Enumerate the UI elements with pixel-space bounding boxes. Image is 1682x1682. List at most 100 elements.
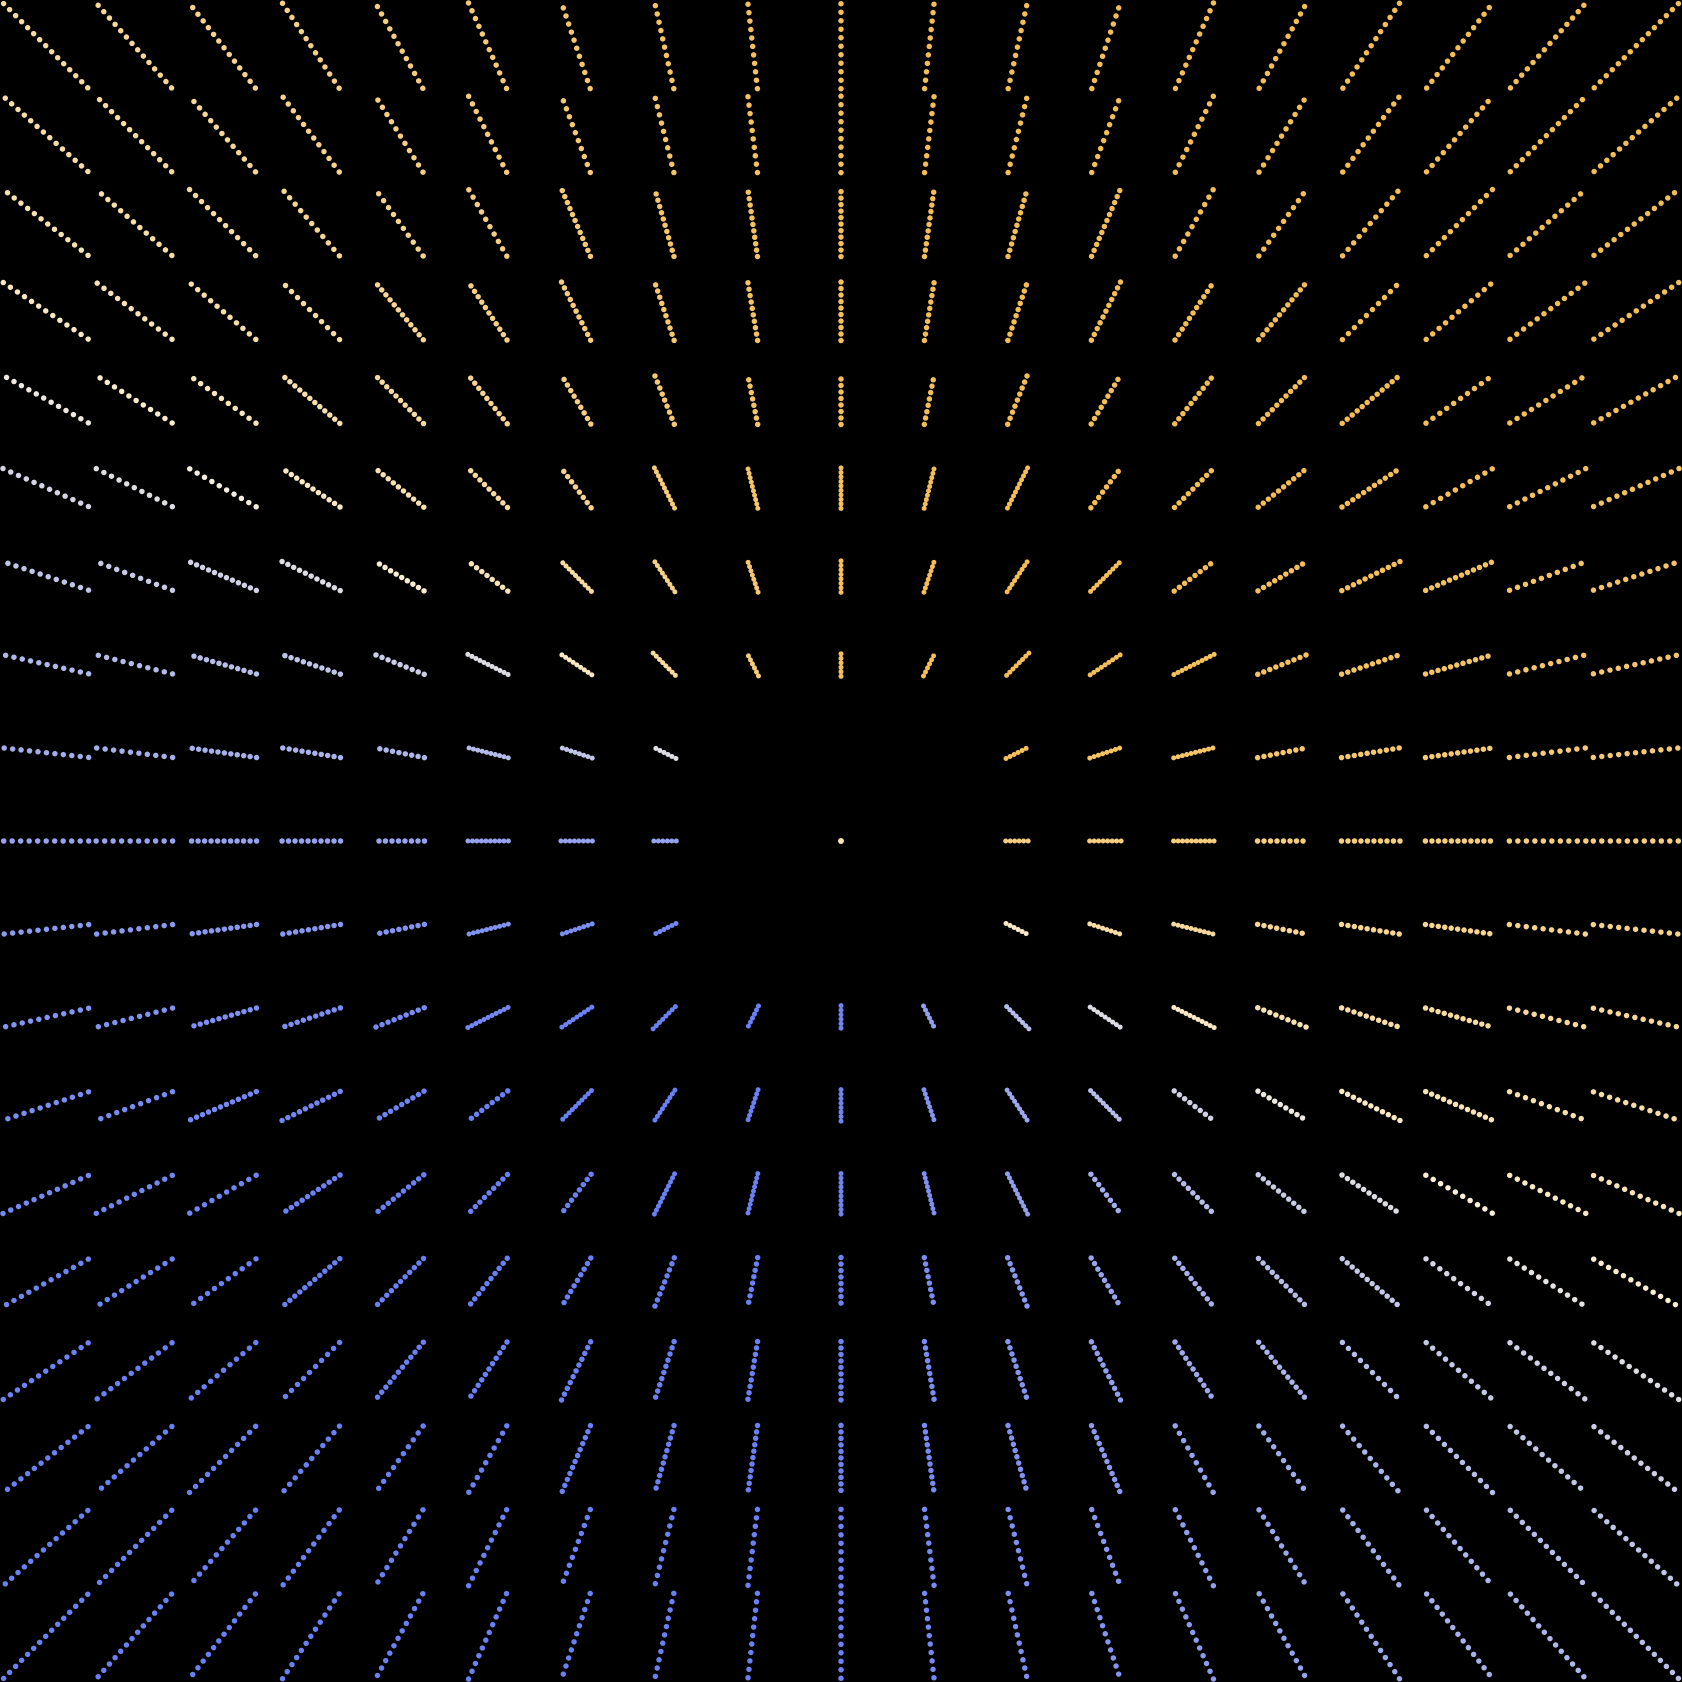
dotted-ray-segment bbox=[1590, 1089, 1682, 1124]
dotted-ray-segment bbox=[370, 921, 428, 938]
dotted-ray-segment bbox=[278, 1172, 343, 1217]
dotted-ray-segment bbox=[370, 651, 428, 678]
dotted-ray-segment bbox=[278, 371, 343, 427]
dotted-ray-segment bbox=[744, 1338, 761, 1405]
dotted-ray-segment bbox=[921, 1003, 938, 1033]
dotted-ray-segment bbox=[1005, 1506, 1031, 1590]
dotted-ray-segment bbox=[93, 93, 175, 175]
dotted-ray-segment bbox=[921, 1254, 938, 1312]
dotted-ray-segment bbox=[92, 279, 175, 342]
dotted-ray-segment bbox=[921, 1338, 938, 1405]
dotted-ray-segment bbox=[1339, 1423, 1403, 1497]
dotted-ray-segment bbox=[744, 92, 761, 176]
dotted-ray-segment bbox=[1507, 0, 1589, 91]
dotted-ray-segment bbox=[744, 185, 761, 260]
dotted-ray-segment bbox=[92, 651, 176, 677]
dotted-ray-segment bbox=[92, 1340, 175, 1403]
dotted-ray-segment bbox=[651, 1254, 678, 1312]
dotted-ray-segment bbox=[1423, 1591, 1496, 1682]
dotted-ray-segment bbox=[1339, 1088, 1404, 1124]
dotted-ray-segment bbox=[1339, 278, 1404, 343]
dotted-ray-segment bbox=[185, 1088, 260, 1124]
dotted-ray-segment bbox=[651, 1087, 678, 1125]
dotted-ray-segment bbox=[0, 651, 92, 677]
dotted-ray-segment bbox=[1171, 1004, 1218, 1031]
dotted-ray-segment bbox=[1172, 1590, 1217, 1682]
dotted-ray-segment bbox=[651, 557, 678, 595]
dotted-ray-segment bbox=[464, 371, 510, 427]
dotted-ray-segment bbox=[651, 1506, 677, 1590]
dotted-ray-segment bbox=[744, 1003, 761, 1033]
dotted-ray-segment bbox=[1087, 1004, 1125, 1031]
dotted-ray-segment bbox=[1254, 744, 1312, 761]
dotted-ray-segment bbox=[1088, 92, 1124, 176]
dotted-ray-segment bbox=[0, 1423, 91, 1496]
dotted-ray-segment bbox=[1171, 464, 1218, 511]
dotted-ray-segment bbox=[744, 1087, 761, 1126]
dotted-ray-segment bbox=[277, 744, 344, 761]
dotted-ray-segment bbox=[1590, 651, 1682, 677]
dotted-ray-segment bbox=[1088, 185, 1124, 260]
dotted-ray-segment bbox=[1172, 278, 1217, 343]
dotted-ray-segment bbox=[1256, 185, 1310, 259]
dotted-ray-segment bbox=[1004, 1171, 1031, 1218]
dotted-ray-segment bbox=[1507, 1591, 1589, 1682]
dotted-ray-segment bbox=[1423, 1172, 1497, 1217]
dotted-ray-segment bbox=[0, 1005, 92, 1031]
dotted-ray-segment bbox=[744, 370, 761, 428]
dotted-ray-segment bbox=[651, 1590, 677, 1682]
dotted-ray-segment bbox=[744, 1254, 761, 1312]
dotted-ray-segment bbox=[1172, 1255, 1218, 1311]
dotted-ray-segment bbox=[1005, 278, 1031, 344]
dotted-ray-segment bbox=[278, 278, 343, 343]
dotted-ray-segment bbox=[651, 1338, 677, 1404]
dotted-ray-segment bbox=[186, 1423, 259, 1496]
dotted-ray-segment bbox=[651, 92, 677, 176]
dotted-ray-segment bbox=[1254, 921, 1312, 938]
dotted-ray-segment bbox=[464, 1255, 510, 1311]
dotted-ray-segment bbox=[1422, 651, 1497, 677]
dotted-ray-segment bbox=[1256, 1507, 1310, 1590]
dotted-ray-segment bbox=[921, 370, 938, 428]
dotted-ray-segment bbox=[92, 1005, 176, 1031]
dotted-ray-segment bbox=[1088, 1255, 1124, 1311]
dotted-ray-segment bbox=[558, 92, 594, 176]
dotted-ray-segment bbox=[1340, 92, 1403, 175]
dotted-ray-segment bbox=[92, 744, 176, 761]
dotted-ray-segment bbox=[557, 464, 594, 511]
dotted-ray-segment bbox=[0, 921, 92, 937]
dotted-ray-segment bbox=[1338, 1005, 1404, 1031]
dotted-ray-segment bbox=[1171, 651, 1218, 678]
dotted-ray-segment bbox=[93, 186, 175, 259]
dotted-ray-segment bbox=[464, 1088, 511, 1125]
dotted-ray-segment bbox=[0, 0, 91, 91]
dotted-ray-segment bbox=[92, 1088, 176, 1124]
dotted-ray-segment bbox=[1088, 464, 1125, 511]
dotted-ray-segment bbox=[1506, 558, 1590, 594]
dotted-ray-segment bbox=[1087, 651, 1125, 678]
dotted-ray-segment bbox=[464, 651, 511, 678]
dotted-ray-segment bbox=[1172, 185, 1217, 259]
dotted-ray-segment bbox=[744, 556, 761, 595]
dotted-ray-segment bbox=[1507, 372, 1590, 426]
dotted-ray-segment bbox=[745, 1590, 761, 1682]
dotted-ray-segment bbox=[0, 279, 91, 342]
dotted-ray-segment bbox=[465, 0, 510, 92]
dotted-ray-segment bbox=[921, 556, 938, 595]
dotted-ray-segment bbox=[0, 745, 92, 761]
dotted-ray-segment bbox=[1004, 464, 1031, 511]
dotted-ray-segment bbox=[0, 1172, 92, 1217]
dotted-ray-segment bbox=[279, 1591, 342, 1682]
dotted-ray-segment bbox=[92, 1172, 176, 1217]
dotted-ray-segment bbox=[1005, 1590, 1031, 1682]
dotted-ray-segment bbox=[1339, 1172, 1404, 1217]
dotted-ray-segment bbox=[1423, 1507, 1496, 1589]
dotted-ray-segment bbox=[650, 1004, 678, 1032]
dotted-ray-segment bbox=[371, 371, 427, 427]
dotted-ray-segment bbox=[93, 0, 175, 91]
dotted-ray-segment bbox=[1423, 279, 1497, 343]
dotted-ray-segment bbox=[745, 0, 761, 92]
dotted-ray-segment bbox=[921, 1171, 938, 1219]
dotted-ray-segment bbox=[1422, 558, 1497, 594]
